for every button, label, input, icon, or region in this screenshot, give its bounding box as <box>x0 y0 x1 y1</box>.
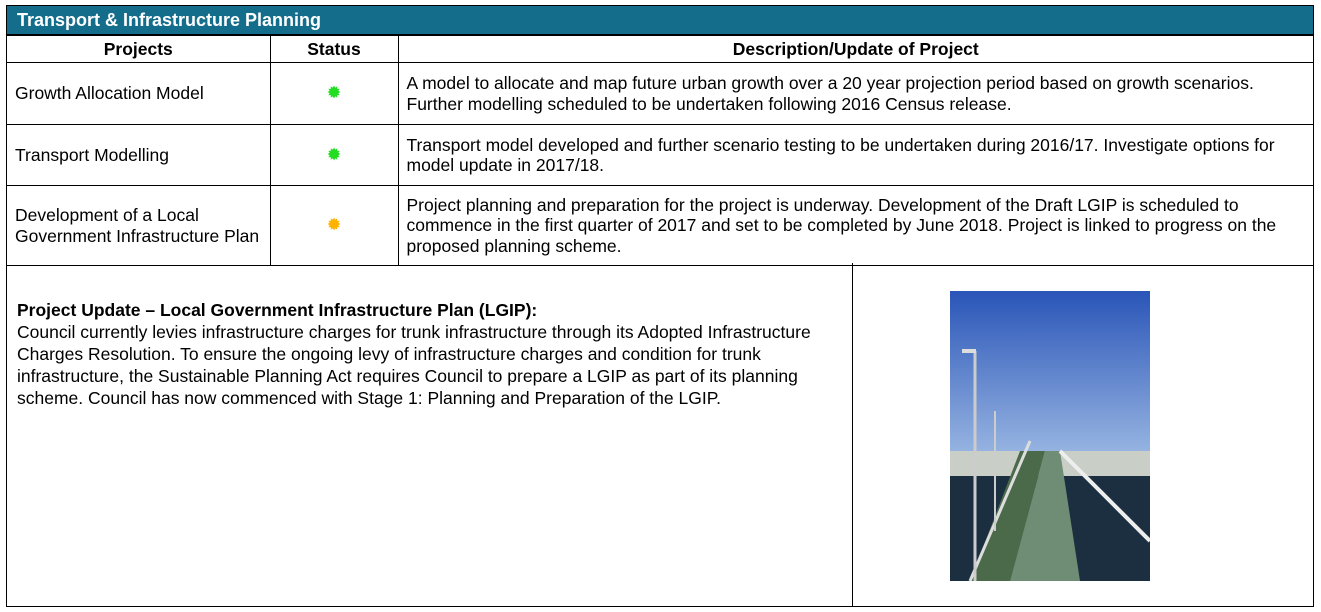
status-star <box>327 85 341 99</box>
update-section: Project Update – Local Government Infras… <box>7 263 1313 606</box>
panel-title: Transport & Infrastructure Planning <box>7 6 1313 35</box>
status-star <box>327 217 341 231</box>
project-description: Project planning and preparation for the… <box>397 185 1313 266</box>
status-icon <box>327 147 341 161</box>
column-header: Description/Update of Project <box>397 35 1313 63</box>
table-row: Growth Allocation Model A model to alloca… <box>7 62 1313 125</box>
project-name: Growth Allocation Model <box>7 62 271 125</box>
status-cell <box>269 124 399 186</box>
project-description: A model to allocate and map future urban… <box>397 62 1313 125</box>
table-row: Development of a Local Government Infras… <box>7 185 1313 266</box>
column-header: Projects <box>7 35 271 63</box>
column-header: Status <box>269 35 399 63</box>
status-cell <box>269 185 399 266</box>
update-text: Project Update – Local Government Infras… <box>7 263 853 606</box>
project-name: Development of a Local Government Infras… <box>7 185 271 266</box>
status-star <box>327 147 341 161</box>
projects-table: Projects Status Description/Update of Pr… <box>7 35 1313 266</box>
update-heading: Project Update – Local Government Infras… <box>17 300 538 320</box>
project-description: Transport model developed and further sc… <box>397 124 1313 186</box>
status-icon <box>327 217 341 231</box>
panel: Transport & Infrastructure Planning Proj… <box>6 5 1314 607</box>
status-cell <box>269 62 399 125</box>
update-body: Council currently levies infrastructure … <box>17 322 811 408</box>
table-row: Transport Modelling Transport model devel… <box>7 124 1313 186</box>
project-name: Transport Modelling <box>7 124 271 186</box>
status-icon <box>327 85 341 99</box>
photo <box>950 291 1150 581</box>
